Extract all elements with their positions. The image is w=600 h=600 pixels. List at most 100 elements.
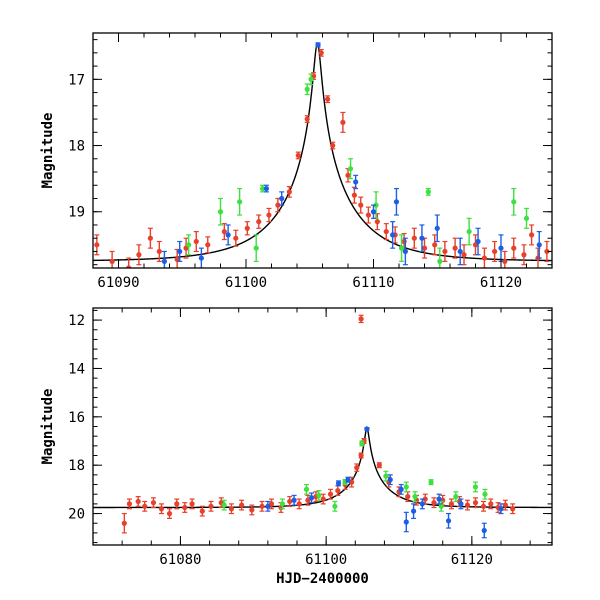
marker	[412, 494, 418, 500]
data-point	[249, 504, 255, 516]
data-point	[458, 498, 464, 510]
marker	[422, 496, 428, 502]
marker	[358, 452, 364, 459]
marker	[536, 242, 542, 248]
data-point	[358, 452, 364, 459]
data-point	[182, 502, 188, 513]
marker	[256, 219, 262, 225]
marker	[436, 496, 442, 502]
marker	[279, 501, 286, 507]
marker	[390, 232, 396, 238]
marker	[296, 501, 302, 507]
marker	[244, 225, 250, 231]
data-point	[237, 187, 243, 216]
marker	[510, 506, 516, 512]
marker	[354, 465, 360, 471]
marker	[303, 486, 310, 492]
data-point	[523, 207, 530, 229]
x-tick-label: 61120	[480, 275, 522, 291]
data-point	[438, 500, 444, 512]
marker	[332, 503, 338, 509]
marker	[265, 503, 271, 509]
marker	[480, 503, 487, 509]
marker	[198, 255, 204, 261]
marker	[529, 232, 535, 238]
marker	[150, 500, 157, 506]
marker	[287, 498, 293, 505]
marker	[279, 195, 285, 202]
data-point	[452, 237, 458, 259]
y-tick-label: 12	[68, 313, 85, 329]
data-point	[279, 498, 286, 510]
data-point	[287, 496, 293, 507]
marker	[398, 245, 405, 251]
marker	[464, 502, 471, 508]
data-point	[419, 224, 425, 253]
x-tick-label: 61100	[225, 275, 267, 291]
data-point	[263, 184, 269, 193]
x-tick-label: 61090	[97, 275, 139, 291]
data-point	[498, 503, 504, 515]
marker	[193, 238, 199, 245]
data-point	[158, 503, 165, 515]
data-point	[358, 196, 364, 214]
data-point	[233, 229, 239, 247]
data-point	[327, 488, 334, 500]
data-point	[208, 500, 214, 512]
marker	[147, 235, 153, 241]
marker	[121, 520, 127, 526]
marker	[135, 498, 141, 505]
marker	[259, 185, 266, 192]
marker	[498, 506, 504, 512]
marker	[492, 248, 498, 255]
marker	[308, 76, 314, 82]
data-point	[345, 476, 351, 483]
marker	[327, 491, 334, 497]
marker	[383, 228, 389, 235]
marker	[434, 225, 440, 231]
marker	[266, 212, 272, 218]
marker	[431, 500, 437, 506]
marker	[239, 502, 245, 508]
data-point	[481, 522, 487, 539]
data-point	[411, 227, 417, 249]
data-point	[370, 204, 377, 219]
marker	[249, 507, 255, 513]
data-point	[265, 500, 271, 512]
marker	[511, 199, 517, 205]
model-curve	[93, 41, 552, 262]
data-point	[266, 207, 272, 223]
data-point	[410, 503, 417, 519]
marker	[315, 42, 321, 48]
marker	[308, 495, 315, 501]
marker	[253, 245, 259, 251]
marker	[158, 506, 165, 512]
data-point	[412, 491, 418, 503]
data-point	[457, 237, 463, 266]
data-point	[498, 234, 504, 262]
data-point	[358, 314, 364, 324]
marker	[177, 248, 183, 255]
marker	[438, 503, 444, 509]
marker	[335, 480, 342, 486]
marker	[136, 252, 142, 258]
data-point	[453, 491, 459, 503]
data-point	[320, 493, 326, 505]
data-point	[308, 73, 314, 86]
data-point	[198, 247, 204, 268]
data-point	[403, 481, 409, 493]
marker	[142, 503, 148, 509]
data-point	[291, 494, 297, 506]
marker	[233, 235, 239, 241]
data-point	[472, 234, 479, 256]
series-green	[221, 440, 488, 512]
marker	[437, 258, 443, 264]
data-point	[425, 187, 431, 196]
data-point	[268, 498, 275, 510]
marker	[411, 235, 417, 241]
data-point	[437, 247, 443, 268]
data-point	[135, 496, 141, 507]
marker	[461, 252, 467, 258]
y-tick-label: 19	[68, 205, 85, 221]
data-point	[510, 503, 516, 515]
